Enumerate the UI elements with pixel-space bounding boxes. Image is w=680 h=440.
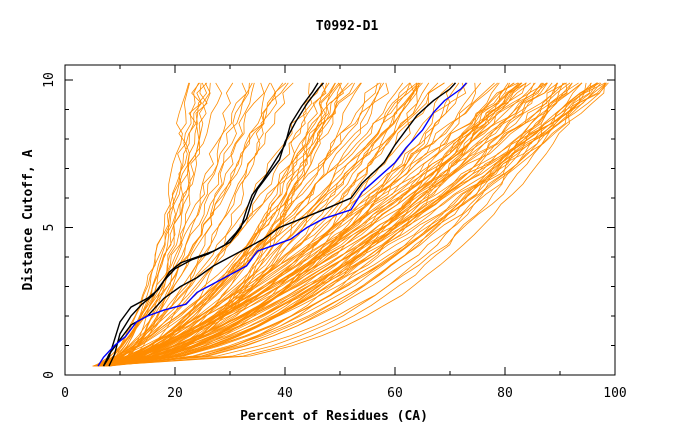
model-line <box>96 82 421 367</box>
y-axis-ticks: 0 5 10 <box>42 72 615 379</box>
model-line <box>96 82 404 367</box>
model-line <box>108 82 419 367</box>
model-line <box>100 82 362 367</box>
model-line <box>108 82 460 367</box>
model-line <box>105 82 467 367</box>
model-line <box>100 82 515 367</box>
model-line <box>106 82 535 367</box>
model-line <box>101 82 522 367</box>
model-line <box>94 82 199 367</box>
model-line <box>99 82 544 367</box>
model-line <box>102 82 607 367</box>
y-axis-label: Distance Cutoff, A <box>21 149 36 290</box>
model-line <box>97 82 340 367</box>
model-line <box>95 82 349 367</box>
chart-title: T0992-D1 <box>316 19 379 34</box>
model-line <box>96 82 564 367</box>
highlight-lines <box>97 82 468 367</box>
model-line <box>96 82 327 367</box>
model-line <box>106 82 536 367</box>
x-tick-label: 40 <box>277 386 293 401</box>
model-line <box>93 82 602 367</box>
model-line <box>104 82 378 367</box>
model-line <box>106 82 498 367</box>
model-line <box>99 82 382 367</box>
x-axis-ticks: 0 20 40 60 80 100 <box>61 65 627 401</box>
model-line <box>104 82 558 367</box>
background-model-lines <box>92 82 609 367</box>
x-tick-label: 60 <box>387 386 403 401</box>
model-line <box>100 82 353 367</box>
model-line <box>108 82 598 367</box>
model-line <box>101 82 190 367</box>
model-line <box>103 82 342 367</box>
x-tick-label: 80 <box>497 386 513 401</box>
model-line <box>97 82 411 367</box>
x-tick-label: 100 <box>603 386 626 401</box>
model-line <box>102 82 208 367</box>
model-line <box>92 82 527 367</box>
model-line <box>105 82 476 367</box>
x-tick-label: 20 <box>167 386 183 401</box>
x-axis-label: Percent of Residues (CA) <box>240 409 428 424</box>
model-line <box>103 82 511 367</box>
model-line <box>103 82 255 367</box>
model-line <box>105 82 417 367</box>
model-line <box>95 82 313 367</box>
model-line <box>92 82 482 367</box>
model-line <box>101 82 606 367</box>
model-line <box>104 82 445 367</box>
series-line <box>97 82 468 367</box>
model-line <box>105 82 223 367</box>
model-line <box>108 82 607 367</box>
model-line <box>97 82 287 367</box>
model-line <box>104 82 568 367</box>
model-line <box>107 82 523 367</box>
model-line <box>108 82 598 367</box>
model-line <box>107 82 208 367</box>
model-line <box>98 82 582 367</box>
y-tick-label: 5 <box>42 224 57 232</box>
model-line <box>101 82 571 367</box>
model-line <box>99 82 542 367</box>
model-line <box>108 82 211 367</box>
y-tick-label: 0 <box>42 371 57 379</box>
model-line <box>104 82 430 367</box>
model-line <box>99 82 336 367</box>
model-line <box>94 82 527 367</box>
model-line <box>94 82 385 367</box>
model-line <box>101 82 277 367</box>
x-tick-label: 0 <box>61 386 69 401</box>
y-tick-label: 10 <box>42 72 57 88</box>
series-line <box>108 82 325 367</box>
model-line <box>104 82 598 367</box>
model-line <box>96 82 587 367</box>
model-line <box>105 82 548 367</box>
model-line <box>102 82 583 367</box>
model-line <box>96 82 592 367</box>
